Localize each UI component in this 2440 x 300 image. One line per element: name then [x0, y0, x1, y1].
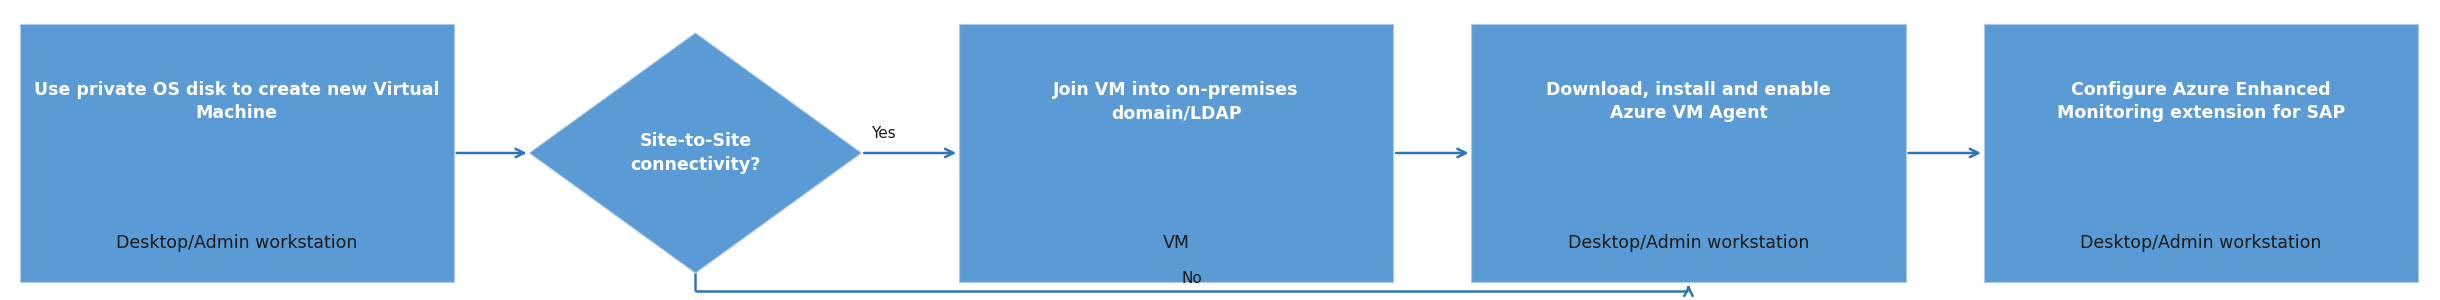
Text: Use private OS disk to create new Virtual
Machine: Use private OS disk to create new Virtua… [34, 81, 439, 122]
Polygon shape [529, 33, 861, 273]
Text: Desktop/Admin workstation: Desktop/Admin workstation [117, 234, 356, 252]
Text: Configure Azure Enhanced
Monitoring extension for SAP: Configure Azure Enhanced Monitoring exte… [2057, 81, 2345, 122]
Text: Desktop/Admin workstation: Desktop/Admin workstation [1569, 234, 1808, 252]
FancyBboxPatch shape [20, 24, 454, 282]
FancyBboxPatch shape [1471, 24, 1906, 282]
FancyBboxPatch shape [1984, 24, 2418, 282]
FancyBboxPatch shape [959, 24, 1393, 282]
Text: Yes: Yes [871, 126, 895, 141]
Text: Download, install and enable
Azure VM Agent: Download, install and enable Azure VM Ag… [1547, 81, 1830, 122]
Text: Site-to-Site
connectivity?: Site-to-Site connectivity? [630, 132, 761, 174]
Text: No: No [1181, 271, 1203, 286]
Text: VM: VM [1161, 234, 1191, 252]
Text: Join VM into on-premises
domain/LDAP: Join VM into on-premises domain/LDAP [1054, 81, 1298, 122]
Text: Desktop/Admin workstation: Desktop/Admin workstation [2081, 234, 2320, 252]
